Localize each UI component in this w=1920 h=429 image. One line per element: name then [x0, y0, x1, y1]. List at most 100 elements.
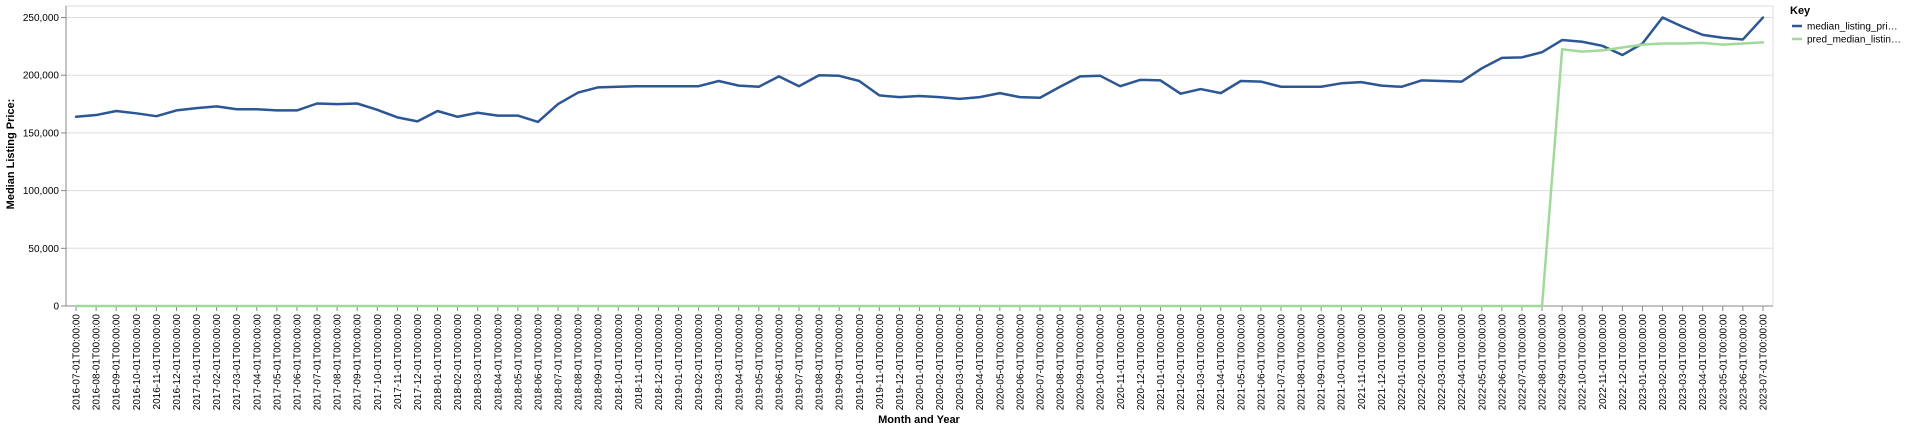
x-tick-label: 2022-11-01T00:00:00 — [1598, 314, 1609, 410]
x-tick-label: 2019-09-01T00:00:00 — [835, 314, 846, 411]
x-tick-label: 2020-04-01T00:00:00 — [975, 314, 986, 411]
x-tick-label: 2019-08-01T00:00:00 — [815, 314, 826, 411]
x-tick-label: 2017-08-01T00:00:00 — [333, 314, 344, 411]
gridlines — [66, 17, 1773, 307]
x-tick-label: 2020-11-01T00:00:00 — [1116, 314, 1127, 410]
x-axis: 2016-07-01T00:00:00 2016-08-01T00:00:00 20… — [66, 305, 1773, 411]
plot-frame — [65, 5, 1774, 307]
x-tick-label: 2017-01-01T00:00:00 — [192, 314, 203, 411]
y-tick-label: 200,000 — [23, 71, 60, 82]
x-tick-label: 2022-08-01T00:00:00 — [1538, 314, 1549, 411]
x-tick-label: 2023-04-01T00:00:00 — [1698, 314, 1709, 411]
y-axis: 0 50,000 100,000 150,000 200,000 250,000 — [23, 6, 67, 313]
series-line-1 — [74, 16, 1765, 124]
x-tick-label: 2018-12-01T00:00:00 — [654, 314, 665, 411]
x-tick-label: 2023-06-01T00:00:00 — [1738, 314, 1749, 411]
y-tick-label: 100,000 — [23, 186, 60, 197]
x-tick-label: 2019-07-01T00:00:00 — [795, 314, 806, 411]
x-tick-label: 2020-07-01T00:00:00 — [1035, 314, 1046, 411]
x-tick-label: 2019-02-01T00:00:00 — [694, 314, 705, 411]
x-tick-label: 2022-02-01T00:00:00 — [1417, 314, 1428, 411]
x-tick-label: 2023-01-01T00:00:00 — [1638, 314, 1649, 411]
x-tick-label: 2018-05-01T00:00:00 — [513, 314, 524, 411]
x-tick-label: 2017-10-01T00:00:00 — [373, 314, 384, 411]
plot-border — [65, 5, 1774, 307]
y-tick-label: 50,000 — [28, 244, 59, 255]
x-tick-label: 2017-05-01T00:00:00 — [272, 314, 283, 411]
x-tick-label: 2019-05-01T00:00:00 — [754, 314, 765, 411]
x-tick-label: 2017-03-01T00:00:00 — [232, 314, 243, 411]
x-tick-label: 2018-03-01T00:00:00 — [473, 314, 484, 411]
x-tick-label: 2016-07-01T00:00:00 — [72, 314, 83, 411]
x-tick-label: 2016-08-01T00:00:00 — [92, 314, 103, 411]
x-tick-label: 2020-03-01T00:00:00 — [955, 314, 966, 411]
x-tick-label: 2017-06-01T00:00:00 — [292, 314, 303, 411]
x-tick-label: 2019-01-01T00:00:00 — [674, 314, 685, 411]
x-tick-label: 2017-12-01T00:00:00 — [413, 314, 424, 411]
x-tick-label: 2019-06-01T00:00:00 — [774, 314, 785, 411]
x-tick-label: 2018-08-01T00:00:00 — [574, 314, 585, 411]
x-tick-label: 2022-06-01T00:00:00 — [1497, 314, 1508, 411]
x-tick-label: 2018-01-01T00:00:00 — [433, 314, 444, 411]
x-tick-label: 2021-06-01T00:00:00 — [1256, 314, 1267, 411]
x-tick-label: 2020-08-01T00:00:00 — [1056, 314, 1067, 411]
x-tick-label: 2016-10-01T00:00:00 — [132, 314, 143, 411]
x-tick-label: 2019-03-01T00:00:00 — [714, 314, 725, 411]
x-tick-label: 2022-05-01T00:00:00 — [1477, 314, 1488, 411]
x-tick-label: 2019-11-01T00:00:00 — [875, 314, 886, 410]
x-tick-label: 2020-10-01T00:00:00 — [1096, 314, 1107, 411]
legend-label-2: pred_median_listin… — [1807, 35, 1901, 46]
x-tick-label: 2019-04-01T00:00:00 — [734, 314, 745, 411]
series-layer — [74, 16, 1765, 308]
x-tick-label: 2020-01-01T00:00:00 — [915, 314, 926, 411]
x-tick-label: 2022-10-01T00:00:00 — [1578, 314, 1589, 411]
x-tick-label: 2018-11-01T00:00:00 — [634, 314, 645, 410]
x-tick-label: 2017-02-01T00:00:00 — [212, 314, 223, 411]
x-tick-label: 2021-09-01T00:00:00 — [1317, 314, 1328, 411]
x-tick-label: 2022-03-01T00:00:00 — [1437, 314, 1448, 411]
x-tick-label: 2023-02-01T00:00:00 — [1658, 314, 1669, 411]
x-tick-label: 2021-10-01T00:00:00 — [1337, 314, 1348, 411]
x-tick-label: 2021-03-01T00:00:00 — [1196, 314, 1207, 411]
legend-label-1: median_listing_pri… — [1807, 22, 1898, 33]
x-tick-label: 2017-09-01T00:00:00 — [353, 314, 364, 411]
x-tick-label: 2020-02-01T00:00:00 — [935, 314, 946, 411]
x-tick-label: 2018-10-01T00:00:00 — [614, 314, 625, 411]
x-tick-label: 2021-05-01T00:00:00 — [1236, 314, 1247, 411]
legend-title: Key — [1790, 5, 1811, 17]
y-tick-label: 0 — [53, 302, 59, 313]
x-axis-title: Month and Year — [878, 414, 960, 426]
y-axis-title: Median Listing Price: — [5, 99, 17, 210]
y-tick-label: 150,000 — [23, 128, 60, 139]
x-tick-label: 2016-09-01T00:00:00 — [112, 314, 123, 411]
x-tick-label: 2017-04-01T00:00:00 — [252, 314, 263, 411]
x-tick-label: 2022-12-01T00:00:00 — [1618, 314, 1629, 411]
x-tick-label: 2023-05-01T00:00:00 — [1718, 314, 1729, 411]
x-tick-label: 2021-12-01T00:00:00 — [1377, 314, 1388, 411]
x-tick-label: 2018-04-01T00:00:00 — [493, 314, 504, 411]
x-tick-label: 2017-11-01T00:00:00 — [393, 314, 404, 410]
x-tick-label: 2021-04-01T00:00:00 — [1216, 314, 1227, 411]
x-tick-label: 2022-09-01T00:00:00 — [1558, 314, 1569, 411]
x-tick-label: 2023-07-01T00:00:00 — [1758, 314, 1769, 411]
x-tick-label: 2018-07-01T00:00:00 — [554, 314, 565, 411]
x-tick-label: 2019-10-01T00:00:00 — [855, 314, 866, 411]
x-tick-label: 2020-12-01T00:00:00 — [1136, 314, 1147, 411]
x-tick-label: 2018-02-01T00:00:00 — [453, 314, 464, 411]
x-tick-label: 2019-12-01T00:00:00 — [895, 314, 906, 411]
x-tick-label: 2022-01-01T00:00:00 — [1397, 314, 1408, 411]
x-tick-label: 2022-07-01T00:00:00 — [1517, 314, 1528, 411]
x-tick-label: 2018-06-01T00:00:00 — [533, 314, 544, 411]
x-tick-label: 2016-11-01T00:00:00 — [152, 314, 163, 410]
x-tick-label: 2021-01-01T00:00:00 — [1156, 314, 1167, 411]
x-tick-label: 2023-03-01T00:00:00 — [1678, 314, 1689, 411]
x-tick-label: 2020-09-01T00:00:00 — [1076, 314, 1087, 411]
y-tick-label: 250,000 — [23, 13, 60, 24]
x-tick-label: 2020-06-01T00:00:00 — [1015, 314, 1026, 411]
x-tick-label: 2017-07-01T00:00:00 — [313, 314, 324, 411]
legend: Key median_listing_pri… pred_median_listi… — [1790, 5, 1901, 46]
x-tick-label: 2020-05-01T00:00:00 — [995, 314, 1006, 411]
series-line-2 — [74, 41, 1765, 308]
x-tick-label: 2021-11-01T00:00:00 — [1357, 314, 1368, 410]
